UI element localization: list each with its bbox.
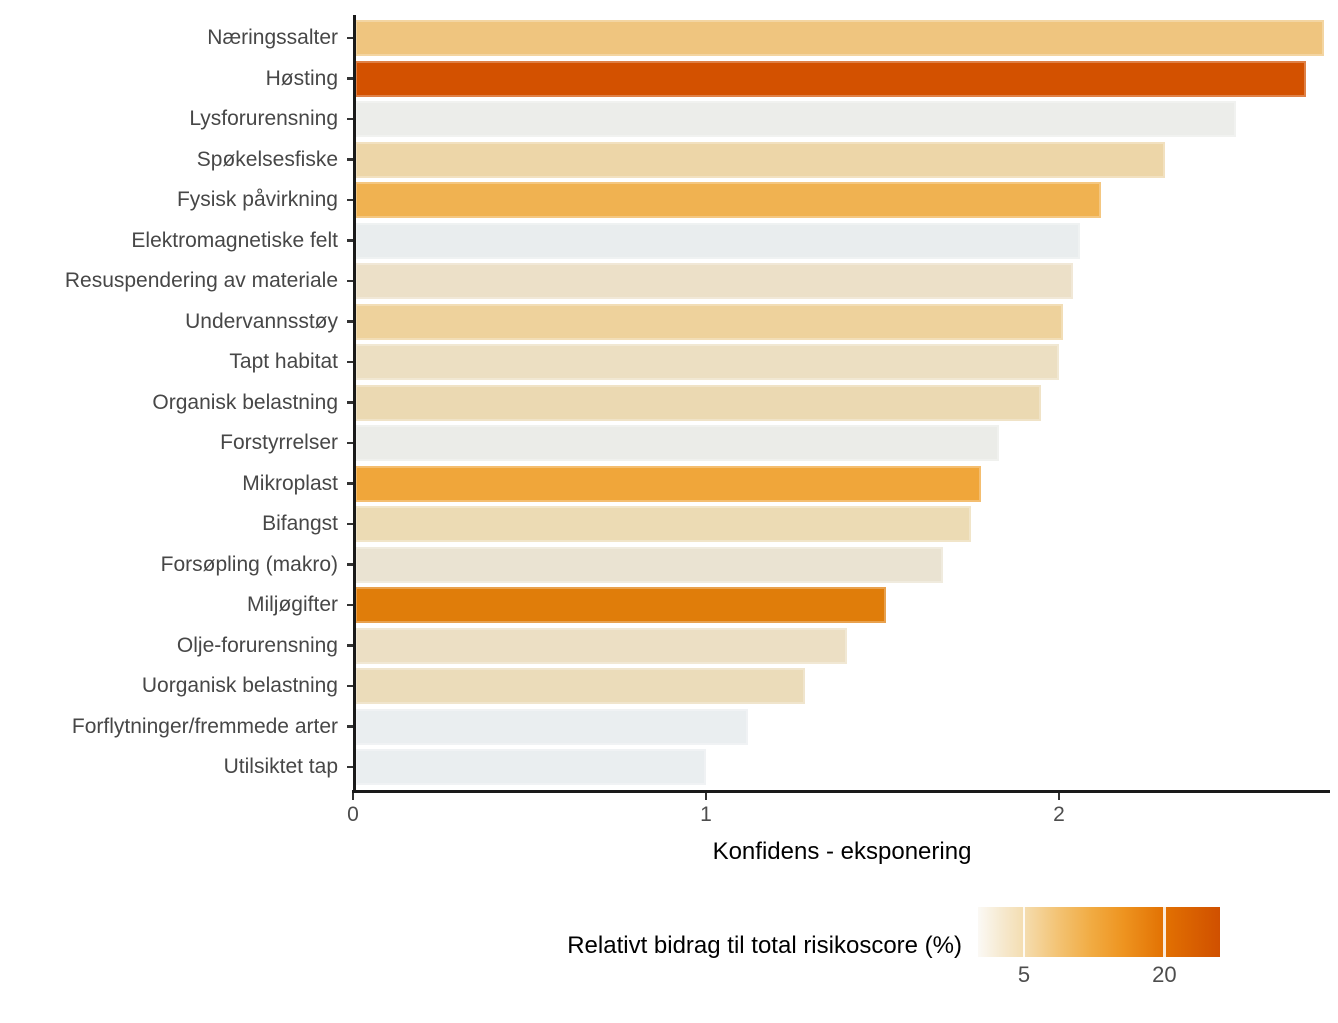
y-axis-label: Elektromagnetiske felt (131, 228, 338, 252)
y-axis-tick (347, 684, 353, 688)
x-axis-tick-label: 0 (347, 803, 359, 826)
y-axis-tick (347, 117, 353, 121)
bar (355, 627, 848, 664)
bar (355, 344, 1059, 380)
bar (355, 60, 1307, 97)
legend-gradient-bar (978, 907, 1220, 957)
x-axis-tick (351, 793, 355, 800)
y-axis-label: Forstyrrelser (220, 431, 338, 454)
y-axis-label: Lysforurensning (189, 107, 338, 130)
y-axis-tick (347, 360, 353, 364)
y-axis-tick (347, 482, 353, 485)
y-axis-label: Mikroplast (242, 471, 338, 495)
y-axis-label: Spøkelsesfiske (196, 147, 338, 171)
y-axis-tick (347, 158, 353, 161)
y-axis-line (353, 15, 356, 793)
bar (355, 465, 982, 502)
bar (355, 749, 706, 785)
y-axis-tick (347, 441, 353, 445)
y-axis-label: Forsøpling (makro) (160, 552, 338, 576)
bar (355, 506, 971, 542)
x-axis-tick (704, 793, 708, 800)
y-axis-tick (347, 563, 353, 566)
y-axis-label: Miljøgifter (246, 593, 338, 616)
bar (355, 141, 1165, 178)
y-axis-tick (347, 644, 353, 647)
y-axis-tick (347, 603, 353, 607)
y-axis-tick (347, 320, 353, 323)
bar (355, 425, 999, 461)
bar (355, 587, 887, 623)
x-axis-title: Konfidens - eksponering (712, 838, 972, 865)
x-axis-tick-label: 1 (700, 803, 712, 826)
bar (355, 384, 1042, 421)
y-axis-tick (347, 725, 353, 728)
y-axis-tick (347, 522, 353, 526)
y-axis-label: Olje-forurensning (176, 633, 338, 657)
y-axis-tick (347, 198, 353, 202)
legend-tick-line (1022, 907, 1026, 957)
y-axis-tick (347, 279, 353, 283)
bar (355, 222, 1081, 259)
y-axis-label: Fysisk påvirkning (176, 188, 338, 211)
bar (355, 303, 1063, 340)
bar (355, 668, 805, 704)
bar (355, 182, 1102, 218)
y-axis-tick (347, 77, 353, 80)
y-axis-tick (347, 239, 353, 242)
x-axis-tick-label: 2 (1053, 803, 1065, 826)
y-axis-label: Forflytninger/fremmede arter (71, 714, 338, 738)
legend-tick-label: 5 (1017, 962, 1031, 987)
y-axis-label: Høsting (265, 66, 338, 90)
y-axis-label: Tapt habitat (229, 350, 338, 373)
y-axis-tick (347, 36, 353, 40)
y-axis-label: Resuspendering av materiale (64, 269, 338, 292)
x-axis-tick (1057, 793, 1061, 800)
bar (355, 546, 943, 583)
legend-tick-line (1163, 907, 1166, 957)
y-axis-label: Undervannsstøy (185, 309, 338, 333)
bar (355, 20, 1324, 56)
y-axis-label: Næringssalter (207, 26, 338, 49)
y-axis-tick (347, 765, 353, 769)
y-axis-label: Bifangst (262, 512, 338, 535)
legend-title: Relativt bidrag til total risikoscore (%… (567, 932, 962, 959)
legend-tick-label: 20 (1152, 962, 1177, 987)
y-axis-tick (347, 401, 353, 404)
bar (355, 708, 749, 745)
bar (355, 263, 1074, 299)
y-axis-label: Organisk belastning (152, 390, 338, 414)
y-axis-label: Uorganisk belastning (141, 674, 338, 697)
bar (355, 101, 1236, 137)
x-axis-line (352, 790, 1330, 793)
y-axis-label: Utilsiktet tap (223, 755, 338, 778)
